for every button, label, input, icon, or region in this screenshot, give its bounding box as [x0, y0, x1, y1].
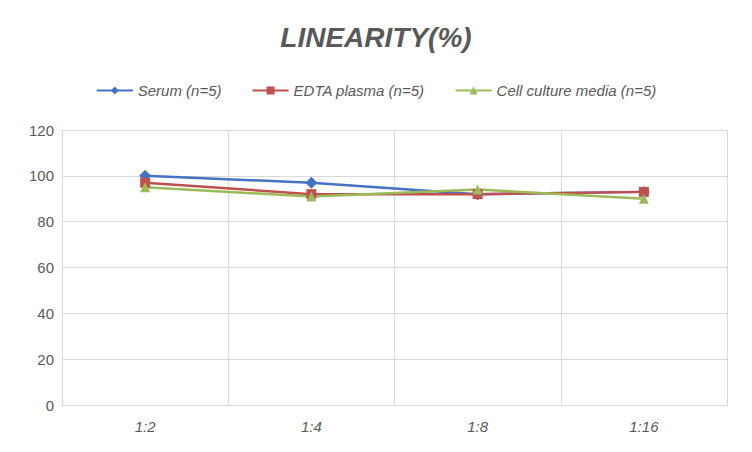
- svg-text:1:16: 1:16: [629, 418, 659, 435]
- svg-text:120: 120: [29, 122, 54, 139]
- svg-text:20: 20: [37, 351, 54, 368]
- svg-text:0: 0: [46, 397, 54, 414]
- svg-text:EDTA plasma (n=5): EDTA plasma (n=5): [294, 82, 424, 99]
- svg-text:LINEARITY(%): LINEARITY(%): [280, 22, 471, 53]
- svg-text:40: 40: [37, 305, 54, 322]
- svg-text:Cell culture media (n=5): Cell culture media (n=5): [497, 82, 657, 99]
- svg-text:100: 100: [29, 167, 54, 184]
- svg-text:Serum (n=5): Serum (n=5): [138, 82, 222, 99]
- svg-text:1:4: 1:4: [301, 418, 322, 435]
- svg-text:60: 60: [37, 259, 54, 276]
- svg-text:80: 80: [37, 213, 54, 230]
- svg-text:1:2: 1:2: [135, 418, 157, 435]
- svg-text:1:8: 1:8: [467, 418, 489, 435]
